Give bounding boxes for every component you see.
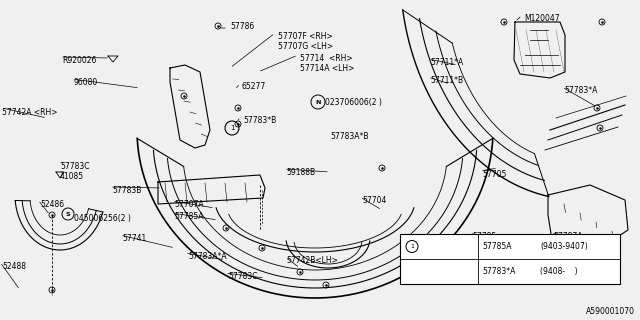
Text: S: S	[66, 212, 70, 217]
Text: A590001070: A590001070	[586, 307, 635, 316]
Text: 57707A: 57707A	[174, 200, 204, 209]
Text: 57783B: 57783B	[112, 186, 141, 195]
Text: (9403-9407): (9403-9407)	[540, 242, 588, 251]
Text: 045006256(2 ): 045006256(2 )	[74, 214, 131, 223]
Text: 57707F <RH>: 57707F <RH>	[278, 32, 333, 41]
FancyBboxPatch shape	[400, 234, 620, 284]
Text: 57711*B: 57711*B	[430, 76, 463, 85]
Text: 57787A: 57787A	[553, 232, 582, 241]
Text: 57783*A: 57783*A	[564, 86, 597, 95]
Text: 57714  <RH>: 57714 <RH>	[300, 54, 353, 63]
Text: (9408-    ): (9408- )	[540, 267, 578, 276]
Text: 57783C: 57783C	[60, 162, 90, 171]
Text: 57783A*A: 57783A*A	[188, 252, 227, 261]
Text: 57742B<LH>: 57742B<LH>	[286, 256, 338, 265]
Text: 41085: 41085	[60, 172, 84, 181]
Text: R920026: R920026	[62, 56, 97, 65]
Text: 57783C: 57783C	[228, 272, 257, 281]
Text: 59188B: 59188B	[286, 168, 315, 177]
Text: 57783A*B: 57783A*B	[330, 132, 369, 141]
Text: 57707G <LH>: 57707G <LH>	[278, 42, 333, 51]
Text: 57741: 57741	[122, 234, 147, 243]
Text: 52488: 52488	[2, 262, 26, 271]
Text: 57783*B: 57783*B	[243, 116, 276, 125]
Text: 57705: 57705	[482, 170, 506, 179]
Text: 52486: 52486	[40, 200, 64, 209]
Text: 57704: 57704	[362, 196, 387, 205]
Text: 1: 1	[230, 125, 234, 131]
Text: 65277: 65277	[241, 82, 265, 91]
Text: 57785: 57785	[472, 232, 496, 241]
Text: 57783*A: 57783*A	[482, 267, 515, 276]
Text: 023706006(2 ): 023706006(2 )	[325, 98, 382, 107]
Text: M120047: M120047	[524, 14, 559, 23]
Text: 57714A <LH>: 57714A <LH>	[300, 64, 355, 73]
Text: 1: 1	[410, 244, 414, 249]
Text: 57785A: 57785A	[174, 212, 204, 221]
Text: N: N	[316, 100, 321, 105]
Text: 57785A: 57785A	[482, 242, 511, 251]
Text: 57742A <RH>: 57742A <RH>	[2, 108, 58, 117]
Text: 57786: 57786	[230, 22, 254, 31]
Text: 57711*A: 57711*A	[430, 58, 463, 67]
Text: 96080: 96080	[74, 78, 99, 87]
